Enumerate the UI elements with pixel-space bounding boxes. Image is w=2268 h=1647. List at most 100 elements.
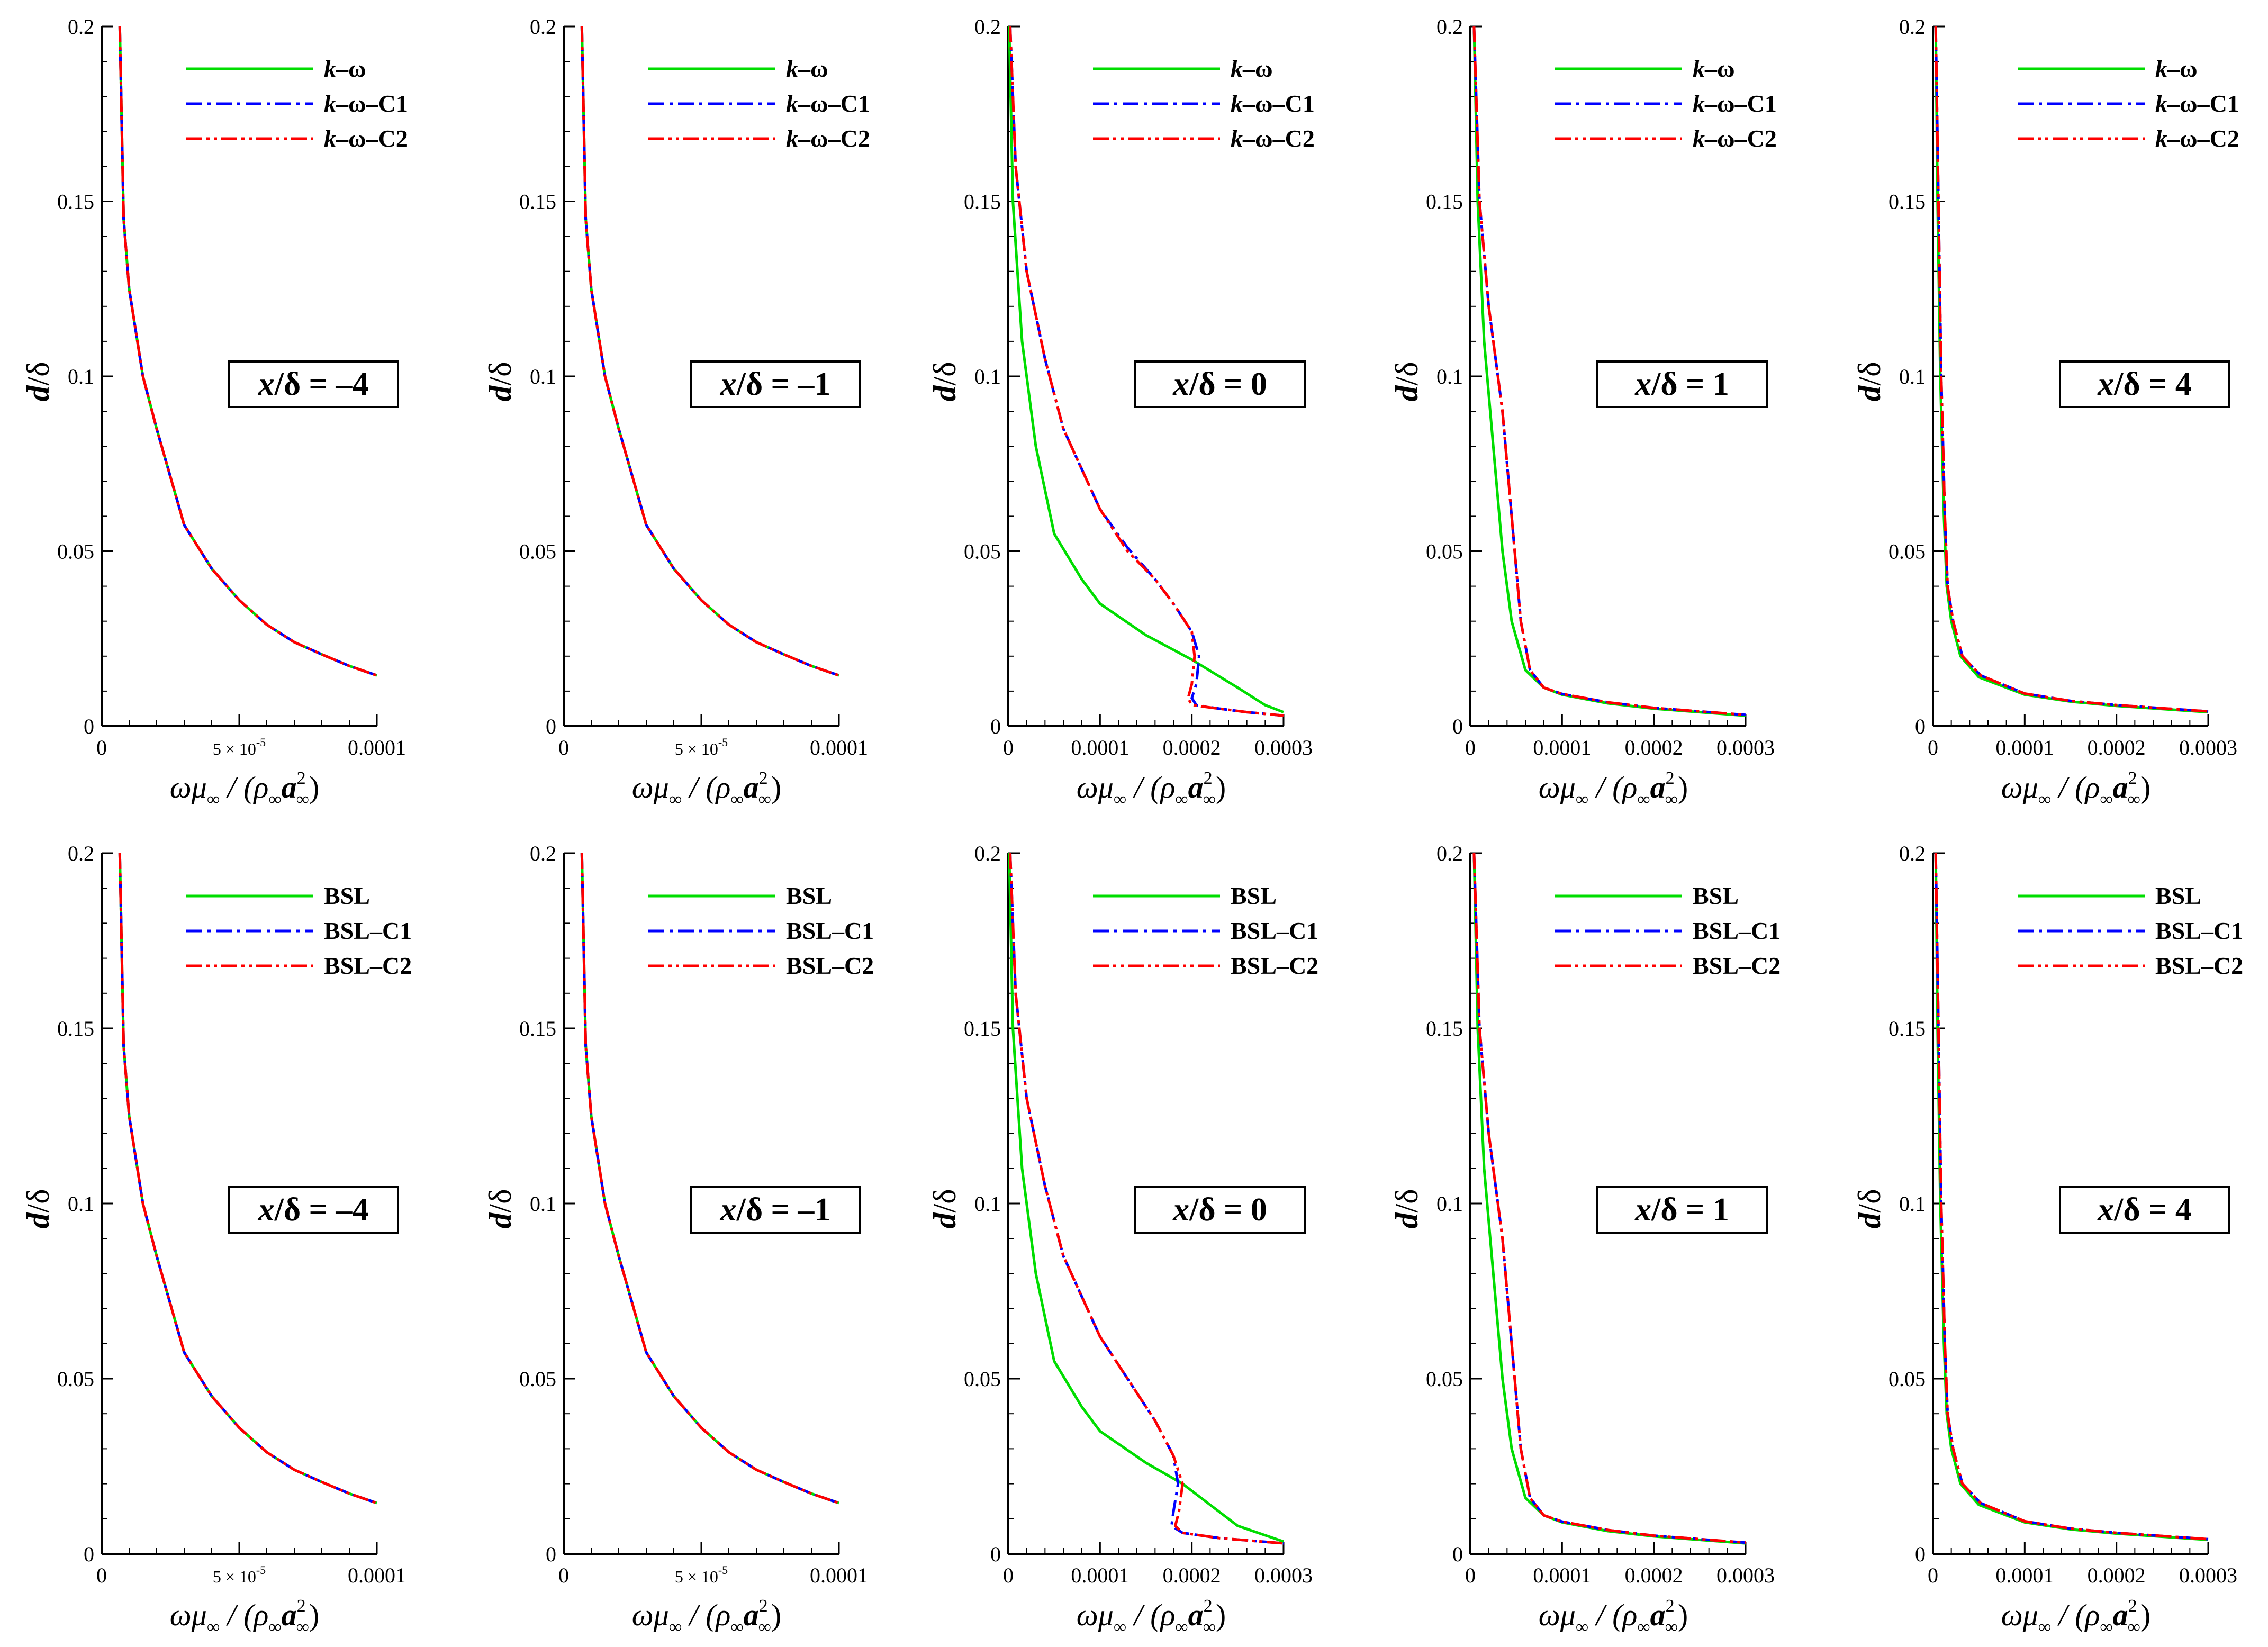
station-label-mid: /δ = <box>1189 366 1251 402</box>
x-tick-label-text: 0 <box>1003 1563 1014 1587</box>
y-tick-label: 0.15 <box>519 1017 556 1040</box>
y-axis-label-rest: /δ <box>1389 1189 1424 1213</box>
series-line-3 <box>118 26 377 677</box>
x-tick-label-text: 0 <box>1465 736 1476 759</box>
x-axis-label-sub: ∞ <box>1203 790 1216 809</box>
x-axis-label: ωμ∞ / (ρ∞a2 ∞) <box>632 768 781 809</box>
y-tick-label: 0.2 <box>974 15 1001 39</box>
x-axis-label-sub: ∞ <box>296 790 309 809</box>
y-tick-label: 0.05 <box>964 1367 1001 1391</box>
x-axis-label: ωμ∞ / (ρ∞a2 ∞) <box>2001 768 2150 809</box>
y-tick-label: 0.05 <box>1426 1367 1463 1391</box>
legend-label-3: k–ω–C2 <box>324 125 408 152</box>
x-axis-label-a: a <box>282 770 297 804</box>
station-label-mid: /δ = <box>2113 366 2175 402</box>
station-label-x: x <box>1634 1192 1651 1228</box>
x-tick-label-text: 5 × 10 <box>213 739 256 758</box>
y-tick-label: 0.05 <box>1889 540 1926 564</box>
station-label-x: x <box>1172 366 1189 402</box>
x-tick-label: 0 <box>1465 736 1476 759</box>
x-axis-label-sup: 2 <box>1666 768 1675 788</box>
y-axis-label-d: d <box>1389 385 1424 401</box>
x-axis-label-sub: ∞ <box>1114 1617 1126 1637</box>
y-tick-label: 0.2 <box>1436 15 1463 39</box>
x-tick-label: 0.0002 <box>1625 736 1683 759</box>
y-tick-label: 0.05 <box>519 1367 556 1391</box>
legend-label-2: k–ω–C1 <box>786 90 870 117</box>
legend-label-rest: –ω–C2 <box>2167 125 2239 152</box>
y-tick-label: 0.1 <box>1436 1192 1463 1216</box>
y-tick-label: 0.15 <box>1889 1017 1926 1040</box>
x-axis-label-sup: 2 <box>2128 768 2137 788</box>
x-tick-label: 0.0001 <box>348 1563 406 1587</box>
x-axis-label-sup: 2 <box>1204 768 1213 788</box>
series-line-3 <box>1934 26 2209 713</box>
station-box <box>1134 360 1306 408</box>
x-axis-label-sub: ∞ <box>207 790 220 809</box>
x-axis-label-sup: 2 <box>759 768 768 788</box>
legend-label-text: BSL <box>786 882 832 909</box>
legend-label-k: k <box>2155 125 2167 152</box>
legend-label-k: k <box>1231 55 1243 82</box>
series-line-3 <box>1009 853 1284 1545</box>
legend-label-text: BSL–C2 <box>324 952 412 979</box>
y-tick-label: 0 <box>1915 1542 1926 1566</box>
x-axis-label-a: a <box>744 1598 759 1632</box>
station-label: x/δ = 4 <box>2097 366 2192 402</box>
station-label: x/δ = 1 <box>1634 1192 1729 1228</box>
x-axis-label-sup: 2 <box>2128 1596 2137 1616</box>
y-axis-label: d/δ <box>21 1189 56 1229</box>
station-label-value: –1 <box>797 1192 830 1228</box>
station-label-mid: /δ = <box>1189 1192 1251 1228</box>
legend-label-2: k–ω–C1 <box>324 90 408 117</box>
legend-label-1: k–ω <box>786 55 828 82</box>
x-tick-label: 0.0003 <box>1716 736 1775 759</box>
x-tick-label-text: 0.0001 <box>1071 1563 1129 1587</box>
station-box <box>2059 360 2230 408</box>
chart-panel-9: 0 0.05 0.1 0.15 0.2 0 0.0001 0.0002 0.0003 BSL BSL… <box>1389 841 1781 1637</box>
x-axis-label: ωμ∞ / (ρ∞a2 ∞) <box>632 1596 781 1637</box>
y-axis-label-d: d <box>1852 1212 1887 1228</box>
series-line-1 <box>1008 853 1284 1543</box>
y-tick-label: 0 <box>84 714 94 738</box>
x-tick-label-text: 0.0003 <box>1716 736 1775 759</box>
legend-label-2: k–ω–C1 <box>1693 90 1777 117</box>
x-tick-label-exponent: -5 <box>718 1563 728 1577</box>
legend-label-text: BSL–C1 <box>1693 917 1781 944</box>
y-tick-label: 0.1 <box>1899 1192 1926 1216</box>
x-tick-label-text: 0 <box>1928 1563 1938 1587</box>
x-axis-label-a: a <box>1188 1598 1204 1632</box>
x-axis-label-sub: ∞ <box>296 1617 309 1637</box>
series-line-1 <box>1008 26 1284 713</box>
y-tick-label: 0.1 <box>68 1192 94 1216</box>
y-axis-label: d/δ <box>1389 1189 1424 1229</box>
chart-panel-8: 0 0.05 0.1 0.15 0.2 0 0.0001 0.0002 0.0003 BSL BSL… <box>927 841 1318 1637</box>
station-label: x/δ = 0 <box>1172 366 1267 402</box>
x-tick-label-text: 0.0002 <box>2088 1563 2146 1587</box>
y-tick-label: 0 <box>1452 714 1463 738</box>
y-tick-label: 0.15 <box>1426 1017 1463 1040</box>
x-axis-label-omega-mu: ωμ <box>1539 770 1576 804</box>
x-axis-label-close: ) <box>1678 770 1688 804</box>
x-tick-label-text: 0 <box>1003 736 1014 759</box>
y-axis-label-rest: /δ <box>483 1189 518 1213</box>
x-axis-label: ωμ∞ / (ρ∞a2 ∞) <box>170 768 319 809</box>
x-axis-label-sub: ∞ <box>2128 790 2140 809</box>
x-axis-label: ωμ∞ / (ρ∞a2 ∞) <box>1539 1596 1688 1637</box>
y-axis-label: d/δ <box>927 362 962 402</box>
y-tick-label: 0.1 <box>530 1192 556 1216</box>
x-axis-label-close: ) <box>2140 1598 2150 1632</box>
y-tick-label: 0.05 <box>1426 540 1463 564</box>
legend-label-text: BSL–C2 <box>2155 952 2243 979</box>
legend-label-2: BSL–C1 <box>1693 917 1781 944</box>
x-tick-label: 0.0003 <box>1716 1563 1775 1587</box>
x-tick-label: 0.0001 <box>810 736 868 759</box>
x-axis-label-sub: ∞ <box>207 1617 220 1637</box>
legend-label-2: BSL–C1 <box>786 917 874 944</box>
x-axis-label-rho: / (ρ <box>682 1598 730 1632</box>
x-axis-label-sup: 2 <box>1204 1596 1213 1616</box>
y-tick-label: 0.1 <box>1899 365 1926 388</box>
station-label-value: 4 <box>2175 1192 2192 1228</box>
chart-panel-7: 0 0.05 0.1 0.15 0.2 0 5 × 10-5 0.0001 BSL BSL–C1 B… <box>483 841 874 1637</box>
